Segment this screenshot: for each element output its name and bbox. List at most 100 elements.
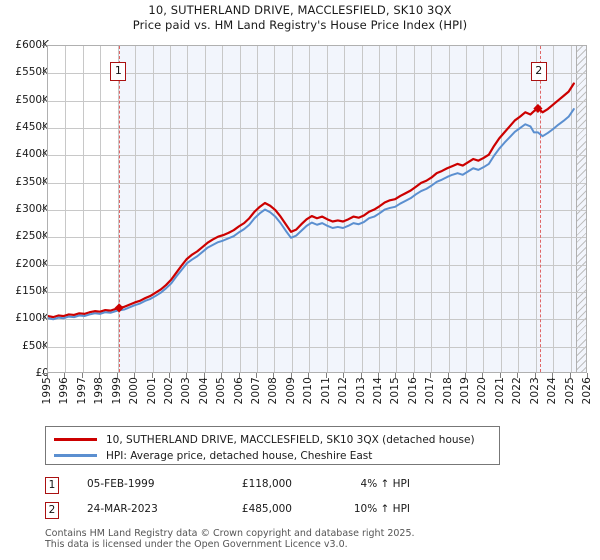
gridline-horizontal — [48, 155, 586, 157]
x-axis-tick-label: 2001 — [145, 377, 158, 405]
transaction-index-1: 1 — [45, 477, 59, 494]
x-axis-tick-label: 2025 — [563, 377, 576, 405]
gridline-vertical — [361, 46, 363, 372]
y-axis-tick-label: £550K — [15, 66, 49, 79]
y-axis-tick-mark — [42, 291, 47, 292]
y-axis-tick-label: £350K — [15, 175, 49, 188]
x-axis-tick-label: 2008 — [267, 377, 280, 405]
footer-line-1: Contains HM Land Registry data © Crown c… — [45, 528, 415, 539]
x-axis-tick-mark — [116, 373, 118, 378]
gridline-vertical — [326, 46, 328, 372]
x-axis-tick-label: 2012 — [337, 377, 350, 405]
gridline-horizontal — [48, 210, 586, 211]
y-axis-tick-label: £300K — [15, 203, 49, 215]
x-axis-tick-label: 2009 — [284, 377, 297, 405]
x-axis-tick-mark — [343, 373, 345, 378]
legend-entry-price-paid: 10, SUTHERLAND DRIVE, MACCLESFIELD, SK10… — [54, 431, 475, 448]
gridline-vertical — [570, 46, 572, 372]
gridline-vertical — [309, 46, 311, 372]
x-axis-tick-mark — [99, 373, 101, 378]
y-axis-tick-mark — [42, 154, 47, 156]
x-axis-tick-label: 2018 — [441, 377, 454, 405]
sale-point-marker-2[interactable] — [533, 103, 543, 114]
event-line-1 — [119, 46, 121, 372]
line-price-paid — [48, 82, 575, 319]
gridline-vertical — [222, 46, 224, 372]
x-axis-tick-label: 2014 — [371, 377, 384, 405]
y-axis-tick-label: £500K — [15, 93, 49, 106]
event-line-2 — [539, 46, 541, 372]
gridline-vertical — [169, 46, 171, 372]
gridline-horizontal — [48, 237, 586, 239]
x-axis-tick-label: 2026 — [581, 377, 593, 405]
transaction-price-1: £118,000 — [241, 478, 292, 490]
gridline-horizontal — [48, 128, 586, 129]
gridline-vertical — [518, 46, 520, 372]
gridline-horizontal — [48, 319, 586, 321]
sale-point-marker-1[interactable] — [114, 303, 124, 313]
transaction-row-1[interactable]: 1 05-FEB-1999 £118,000 4% ↑ HPI — [45, 475, 505, 497]
page-title: 10, SUTHERLAND DRIVE, MACCLESFIELD, SK10… — [0, 3, 600, 33]
x-axis-tick-label: 2017 — [424, 377, 437, 405]
gridline-vertical — [500, 46, 502, 372]
title-line-subtitle: Price paid vs. HM Land Registry's House … — [132, 18, 468, 32]
x-axis-tick-mark — [395, 373, 397, 378]
gridline-vertical — [413, 46, 415, 372]
x-axis-tick-label: 2006 — [232, 377, 245, 405]
y-axis-tick-label: £250K — [15, 230, 49, 243]
y-axis-tick-mark — [42, 236, 47, 238]
gridline-horizontal — [48, 100, 586, 102]
chart-area: £0 £50K £100K £150K £200K £250K £300K £350K £400… — [0, 36, 600, 405]
x-axis-tick-mark — [430, 373, 432, 378]
x-axis-tick-mark — [447, 373, 449, 378]
x-axis-tick-label: 2013 — [354, 377, 367, 405]
x-axis-tick-mark — [151, 373, 153, 378]
gridline-vertical — [239, 46, 241, 372]
line-hpi — [48, 108, 575, 321]
x-axis-tick-mark — [168, 373, 170, 378]
forecast-hatched-region — [575, 46, 586, 372]
legend-entry-hpi: HPI: Average price, detached house, Ches… — [54, 447, 372, 464]
x-axis-tick-mark — [377, 373, 379, 378]
gridline-vertical — [204, 46, 206, 372]
x-axis-tick-label: 2004 — [197, 377, 210, 405]
x-axis-tick-label: 2024 — [546, 377, 559, 405]
x-axis-tick-label: 2015 — [389, 377, 402, 405]
x-axis-tick-label: 2003 — [180, 377, 193, 405]
x-axis-tick-mark — [273, 373, 275, 378]
gridline-vertical — [466, 46, 468, 372]
gridline-vertical — [483, 46, 485, 372]
gridline-horizontal — [48, 73, 586, 75]
y-axis-tick-mark — [42, 45, 47, 46]
x-axis-tick-mark — [325, 373, 327, 378]
chart-marker-1[interactable]: 1 — [110, 62, 127, 81]
transaction-hpi-delta-1: 4% ↑ HPI — [360, 478, 410, 490]
transaction-index-2: 2 — [45, 502, 59, 519]
x-axis-tick-mark — [482, 373, 484, 378]
x-axis-tick-mark — [238, 373, 240, 378]
x-axis-tick-label: 1998 — [93, 377, 106, 405]
gridline-vertical — [100, 46, 102, 372]
y-axis-tick-mark — [42, 318, 47, 320]
gridline-vertical — [152, 46, 154, 372]
gridline-horizontal — [48, 264, 586, 266]
legend-swatch-hpi — [54, 454, 97, 457]
gridline-vertical — [396, 46, 398, 372]
x-axis-tick-mark — [517, 373, 519, 378]
x-axis-tick-mark — [534, 373, 536, 378]
x-axis-tick-mark — [64, 373, 66, 378]
gridline-vertical — [117, 46, 119, 372]
transaction-row-2[interactable]: 2 24-MAR-2023 £485,000 10% ↑ HPI — [45, 500, 505, 522]
y-axis-tick-mark — [42, 345, 47, 347]
gridline-vertical — [291, 46, 293, 372]
chart-marker-2[interactable]: 2 — [530, 62, 547, 81]
x-axis-tick-mark — [587, 373, 588, 378]
x-axis-tick-label: 2010 — [302, 377, 315, 405]
x-axis-tick-mark — [499, 373, 501, 378]
legend-swatch-price-paid — [54, 438, 97, 441]
gridline-horizontal — [48, 346, 586, 348]
x-axis-tick-label: 1997 — [75, 377, 88, 405]
x-axis-tick-mark — [308, 373, 310, 378]
x-axis-tick-mark — [360, 373, 362, 378]
